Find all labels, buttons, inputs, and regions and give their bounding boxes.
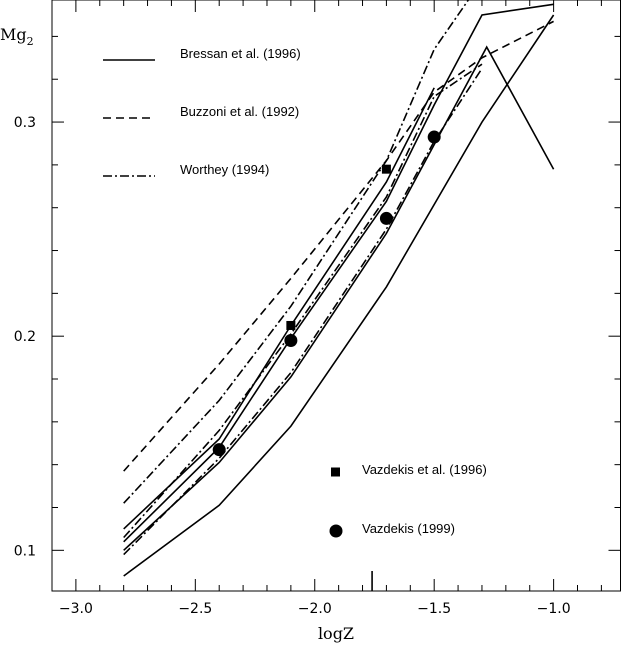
legend-label: Vazdekis et al. (1996): [362, 462, 487, 477]
legend-label: Worthey (1994): [180, 162, 269, 177]
plot-frame: [51, 0, 621, 592]
axis-ticks: [51, 0, 621, 591]
y-axis-title: Mg2: [0, 25, 34, 48]
points-layer: [212, 0, 487, 457]
legend-label: Bressan et al. (1996): [180, 46, 301, 61]
y-tick-label: 0.3: [14, 115, 36, 131]
x-tick-label: −2.5: [178, 601, 212, 617]
square-marker: [286, 320, 296, 330]
legend-circle-marker: [329, 524, 343, 538]
legend-square-marker: [331, 467, 340, 477]
series-line-solid-3: [123, 3, 554, 543]
x-tick-label: −2.0: [298, 601, 332, 617]
y-axis-title-subscript: 2: [27, 35, 34, 48]
y-axis-title-main: Mg: [0, 25, 27, 44]
circle-marker: [427, 130, 441, 144]
x-tick-label: −1.0: [537, 601, 571, 617]
y-tick-label: 0.2: [14, 329, 36, 345]
x-tick-label: −1.5: [417, 601, 451, 617]
legend-label: Vazdekis (1999): [362, 521, 455, 536]
axis-tick-labels: −3.0 −2.5 −2.0 −1.5 −1.0 0.1 0.2 0.3: [14, 115, 571, 617]
x-tick-label: −3.0: [59, 601, 93, 617]
legend-label: Buzzoni et al. (1992): [180, 104, 299, 119]
circle-marker: [284, 333, 298, 347]
series-layer: [123, 0, 555, 577]
circle-marker: [379, 211, 393, 225]
square-marker: [381, 164, 391, 174]
series-line-solid-2: [123, 45, 555, 551]
series-line-solid-1: [123, 14, 555, 577]
series-line-dashed-5: [123, 20, 554, 472]
y-tick-label: 0.1: [14, 543, 36, 559]
legend: Bressan et al. (1996) Buzzoni et al. (199…: [103, 46, 487, 538]
circle-marker: [212, 443, 226, 457]
series-line-dashdot-8: [123, 68, 483, 556]
series-line-dashdot-6: [123, 0, 470, 504]
series-line-dashdot-7: [123, 63, 483, 539]
x-axis-title: logZ: [318, 624, 354, 643]
